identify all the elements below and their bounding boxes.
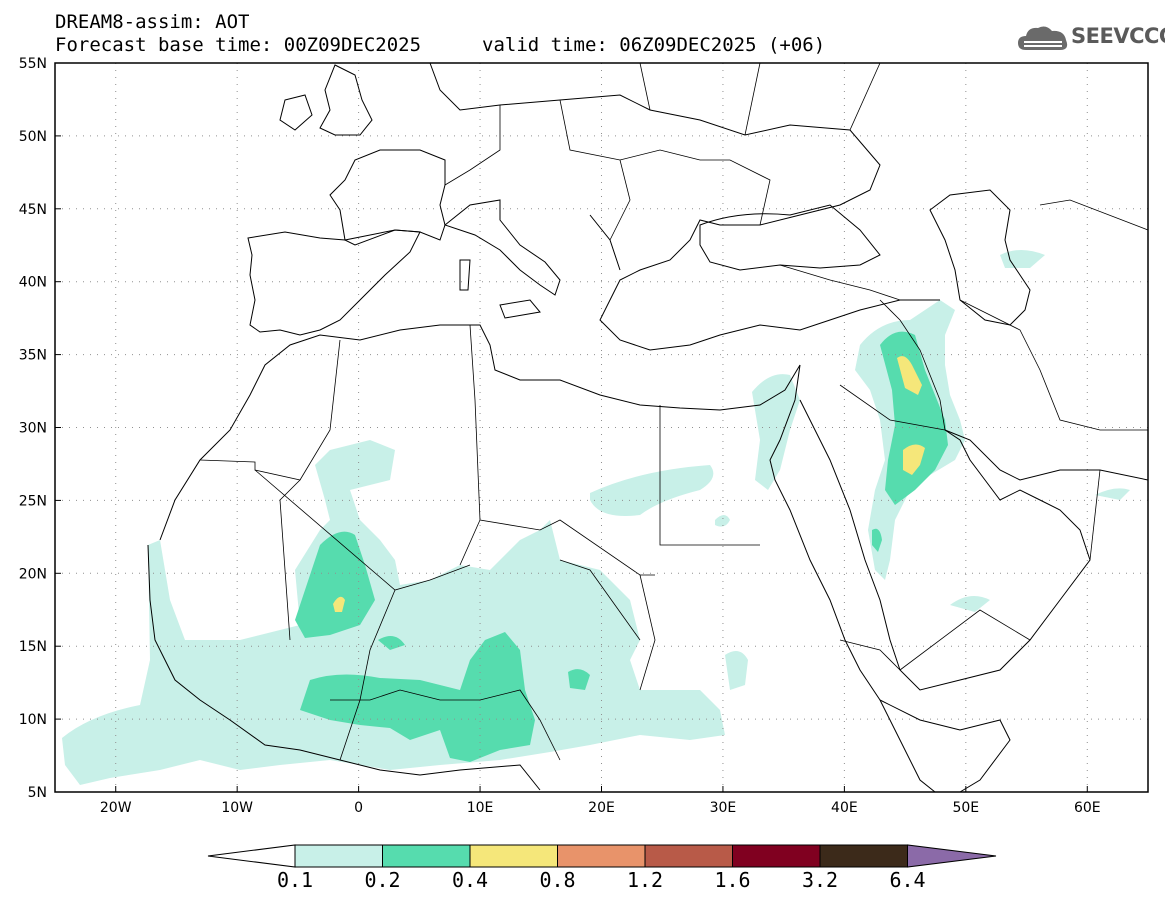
colorbar-label: 1.6: [714, 868, 750, 892]
colorbar-under-arrow: [207, 844, 296, 868]
colorbar-label: 3.2: [802, 868, 838, 892]
seevccc-logo: SEEVCCC: [1016, 22, 1165, 58]
colorbar-cell: [557, 844, 646, 868]
colorbar-cell: [294, 844, 383, 868]
longitude-labels: 20W 10W 0 10E 20E 30E 40E 50E 60E: [100, 786, 1101, 816]
logo-text: SEEVCCC: [1071, 24, 1165, 48]
latitude-label: 35N: [19, 348, 47, 364]
longitude-label: 20W: [100, 800, 132, 816]
colorbar-label: 1.2: [627, 868, 663, 892]
valid-time: valid time: 06Z09DEC2025 (+06): [482, 34, 826, 56]
latitude-label: 45N: [19, 202, 47, 218]
latitude-label: 25N: [19, 493, 47, 509]
colorbar-cell: [819, 844, 908, 868]
map-title: DREAM8-assim: AOT: [55, 11, 250, 33]
graticule: [55, 63, 1148, 792]
cloud-logo-icon: [1018, 26, 1068, 50]
colorbar-label: 6.4: [889, 868, 925, 892]
latitude-label: 20N: [19, 566, 47, 582]
latitude-label: 15N: [19, 639, 47, 655]
colorbar-label: 0.4: [452, 868, 488, 892]
aot-field-0.4: [333, 356, 925, 612]
colorbar-label: 0.8: [539, 868, 575, 892]
longitude-label: 20E: [588, 800, 615, 816]
latitude-label: 50N: [19, 129, 47, 145]
colorbar-cell: [469, 844, 558, 868]
colorbar-label: 0.1: [277, 868, 313, 892]
latitude-label: 10N: [19, 712, 47, 728]
colorbar-cell: [644, 844, 733, 868]
longitude-label: 10E: [467, 800, 494, 816]
latitude-label: 40N: [19, 275, 47, 291]
aot-field-0.2: [295, 331, 948, 762]
longitude-label: 40E: [831, 800, 858, 816]
latitude-labels: 55N 50N 45N 40N 35N 30N 25N 20N 15N 10N 5N: [19, 56, 61, 801]
latitude-label: 55N: [19, 56, 47, 72]
longitude-label: 30E: [710, 800, 737, 816]
latitude-label: 30N: [19, 421, 47, 437]
longitude-label: 10W: [221, 800, 253, 816]
colorbar-over-arrow: [907, 844, 997, 868]
country-borders: [199, 62, 1149, 761]
colorbar-cell: [732, 844, 821, 868]
latitude-label: 5N: [28, 785, 47, 801]
longitude-label: 0: [354, 800, 363, 816]
longitude-label: 50E: [952, 800, 979, 816]
longitude-label: 60E: [1074, 800, 1101, 816]
forecast-base-time: Forecast base time: 00Z09DEC2025: [55, 34, 422, 56]
colorbar-cell: [382, 844, 471, 868]
colorbar-label: 0.2: [364, 868, 400, 892]
